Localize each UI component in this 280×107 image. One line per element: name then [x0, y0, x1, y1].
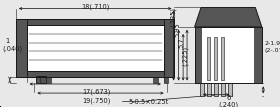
Text: 17(.673): 17(.673): [82, 88, 111, 95]
Bar: [27, 19, 164, 25]
Bar: [214, 83, 218, 96]
Text: (.040): (.040): [2, 45, 22, 52]
Text: (.225): (.225): [181, 46, 188, 66]
Bar: [27, 71, 164, 77]
Bar: [221, 37, 224, 80]
Text: 1: 1: [5, 38, 9, 44]
Bar: [195, 27, 202, 83]
Text: (.235): (.235): [170, 7, 176, 27]
Text: 5-0.5×0.25t: 5-0.5×0.25t: [128, 99, 169, 105]
Bar: [214, 37, 217, 80]
Text: 6: 6: [226, 95, 230, 101]
Bar: [153, 77, 158, 83]
Bar: [207, 37, 210, 80]
Bar: [195, 27, 262, 83]
Bar: [16, 19, 27, 77]
Text: 2-1.905: 2-1.905: [265, 41, 280, 46]
Text: 19(.750): 19(.750): [82, 98, 111, 104]
Bar: [228, 83, 232, 96]
Bar: [200, 83, 204, 96]
Bar: [16, 19, 174, 77]
Text: 5.7: 5.7: [178, 37, 185, 48]
Text: (2-.075): (2-.075): [264, 48, 280, 53]
Text: 5.95: 5.95: [174, 23, 181, 37]
Bar: [207, 83, 211, 96]
Polygon shape: [195, 7, 262, 27]
Bar: [195, 27, 262, 83]
Text: 18(.710): 18(.710): [81, 4, 109, 10]
Bar: [46, 77, 51, 83]
Bar: [221, 83, 225, 96]
Bar: [164, 19, 174, 77]
Bar: [36, 76, 46, 83]
Bar: [164, 77, 168, 83]
Bar: [36, 77, 40, 83]
Bar: [27, 71, 164, 77]
Bar: [254, 27, 262, 83]
Bar: [27, 19, 164, 77]
Text: (.240): (.240): [218, 101, 238, 107]
Bar: [27, 19, 164, 25]
